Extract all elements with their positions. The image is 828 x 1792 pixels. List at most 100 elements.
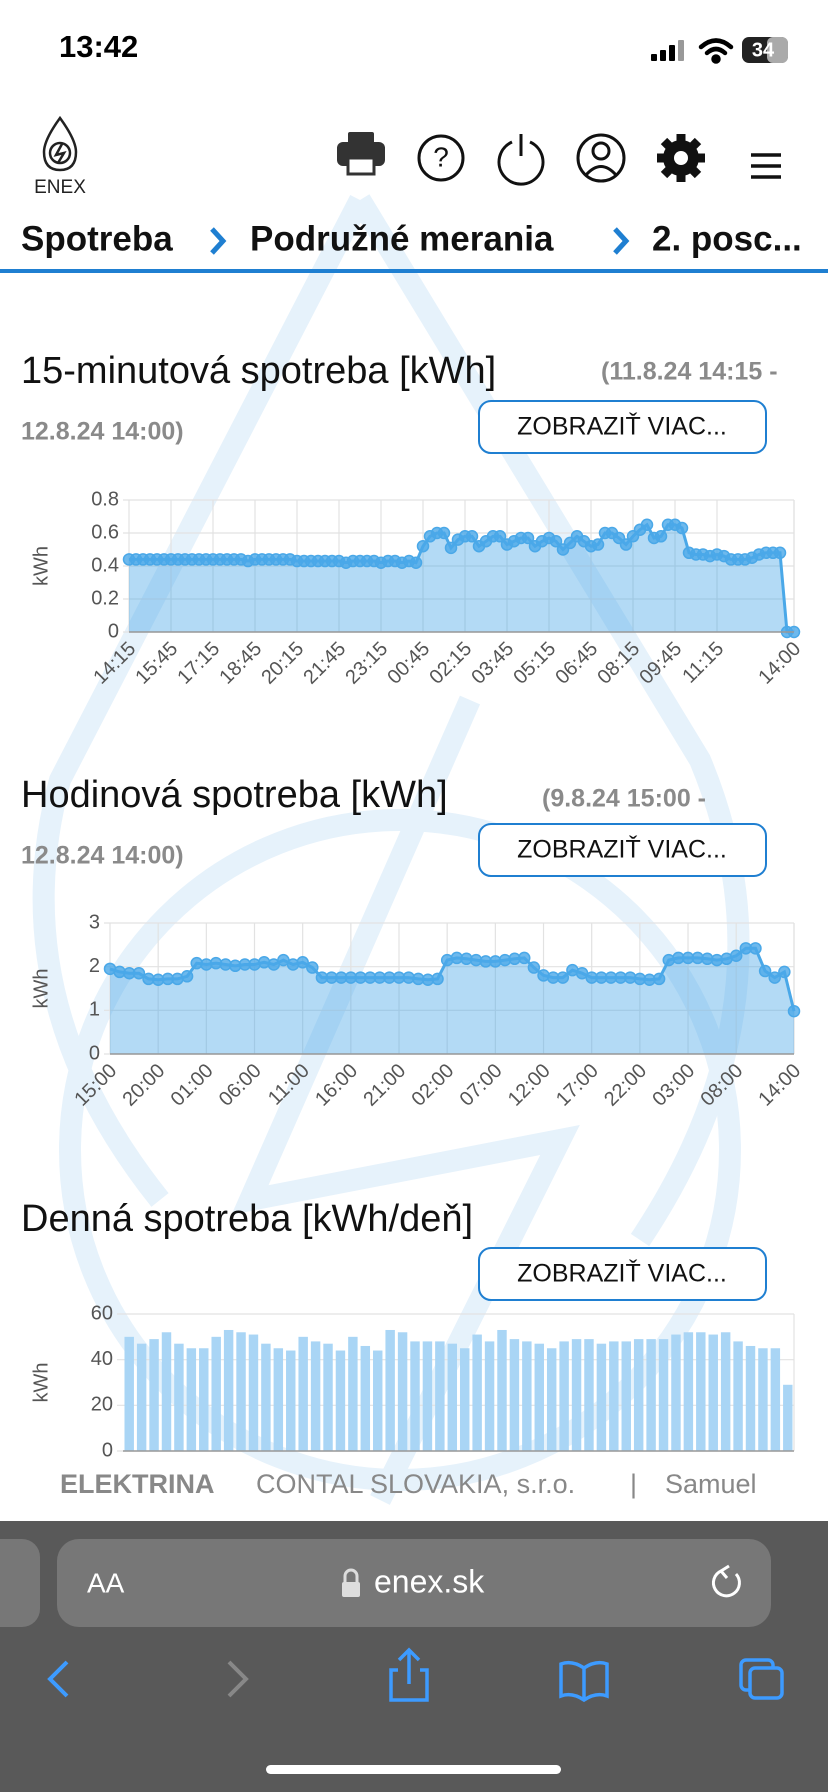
point (444, 541, 458, 555)
more-button[interactable] (478, 823, 767, 877)
power-icon[interactable] (497, 134, 545, 186)
forward-button[interactable] (227, 1660, 249, 1698)
breadcrumb-chevron (210, 227, 227, 255)
battery-empty (767, 37, 788, 63)
point (556, 971, 570, 984)
more-button-label[interactable]: ZOBRAZIŤ VIAC... (517, 835, 727, 864)
point (465, 530, 479, 543)
header-rule (0, 269, 828, 273)
url-text: enex.sk (374, 1563, 485, 1599)
x-tick-label: 17:15 (173, 638, 224, 689)
point (527, 961, 541, 974)
breadcrumb[interactable]: Spotreba (21, 219, 173, 258)
y-tick-label: 0.2 (91, 587, 119, 609)
help-icon[interactable]: ? (417, 134, 465, 182)
y-axis-label: kWh (30, 969, 52, 1009)
url-field[interactable] (57, 1539, 771, 1627)
point (416, 539, 430, 553)
back-button[interactable] (47, 1660, 69, 1698)
x-tick-label: 14:00 (754, 1060, 805, 1111)
footer-separator: | (630, 1469, 637, 1499)
bar (596, 1343, 607, 1451)
point (675, 521, 689, 535)
x-tick-label: 07:00 (456, 1060, 507, 1111)
logo[interactable] (42, 115, 78, 172)
bar (621, 1341, 631, 1451)
wifi-icon (698, 38, 734, 64)
bar (534, 1343, 544, 1451)
menu-icon[interactable] (751, 153, 781, 179)
point (787, 1004, 801, 1018)
prev-tab[interactable] (0, 1539, 40, 1627)
point (180, 970, 194, 983)
x-tick-label: 03:45 (467, 638, 518, 689)
more-button-label[interactable]: ZOBRAZIŤ VIAC... (517, 412, 727, 441)
point (729, 949, 743, 962)
bar (174, 1343, 184, 1451)
bar (348, 1336, 358, 1451)
signal-icon (651, 40, 684, 61)
point (652, 972, 666, 986)
bar (459, 1348, 470, 1451)
point (654, 530, 668, 543)
y-tick-label: 60 (91, 1302, 113, 1324)
point (758, 964, 772, 978)
point (296, 956, 309, 969)
settings-icon[interactable] (657, 134, 705, 182)
bar (497, 1329, 507, 1451)
bookmarks-button[interactable] (559, 1660, 609, 1703)
more-button-label[interactable]: ZOBRAZIŤ VIAC... (517, 1259, 727, 1288)
share-button[interactable] (389, 1647, 429, 1702)
x-tick-label: 06:45 (551, 638, 602, 689)
bar (683, 1332, 694, 1451)
bar (696, 1332, 706, 1451)
svg-text:?: ? (433, 141, 449, 172)
more-button[interactable] (478, 400, 767, 454)
bar (758, 1348, 768, 1451)
reload-icon[interactable] (711, 1564, 741, 1598)
bar (720, 1332, 731, 1451)
breadcrumb[interactable]: 2. posc... (652, 219, 802, 258)
y-tick-label: 0.6 (91, 521, 119, 543)
bar (211, 1336, 221, 1451)
footer-provider: CONTAL SLOVAKIA, s.r.o. (256, 1469, 575, 1499)
bar (397, 1332, 408, 1451)
user-icon[interactable] (576, 133, 626, 183)
bar (422, 1341, 433, 1451)
point (619, 538, 633, 551)
breadcrumb[interactable]: Podružné merania (250, 219, 554, 258)
bar (199, 1348, 209, 1451)
more-button[interactable] (478, 1247, 767, 1301)
x-tick-label: 06:00 (215, 1060, 266, 1111)
text-size-button[interactable]: AA (87, 1567, 125, 1598)
bar (559, 1341, 569, 1451)
y-tick-label: 0.8 (91, 488, 119, 510)
bar (509, 1339, 520, 1451)
battery-level: 34 (752, 39, 775, 61)
point (306, 961, 319, 974)
bar (410, 1341, 420, 1451)
bar (435, 1341, 445, 1451)
point (132, 966, 146, 980)
point (778, 965, 791, 979)
bar (633, 1339, 644, 1451)
charts: 15-minutová spotreba [kWh] (11.8.24 14:15… (21, 350, 805, 1461)
y-tick-label: 0 (108, 620, 119, 642)
bar (609, 1341, 619, 1451)
print-icon[interactable] (337, 132, 385, 176)
bar (646, 1339, 656, 1451)
date-range: 12.8.24 14:00) (21, 418, 184, 446)
y-tick-label: 0 (102, 1439, 113, 1461)
bar (261, 1343, 271, 1451)
tabs-button[interactable] (739, 1658, 784, 1700)
bar (149, 1339, 159, 1451)
bar (484, 1341, 495, 1451)
bar (385, 1329, 395, 1451)
home-indicator (266, 1765, 561, 1774)
bar (124, 1336, 134, 1451)
x-tick-label: 05:15 (509, 638, 560, 689)
x-tick-label: 00:45 (383, 638, 434, 689)
bar (770, 1348, 781, 1451)
